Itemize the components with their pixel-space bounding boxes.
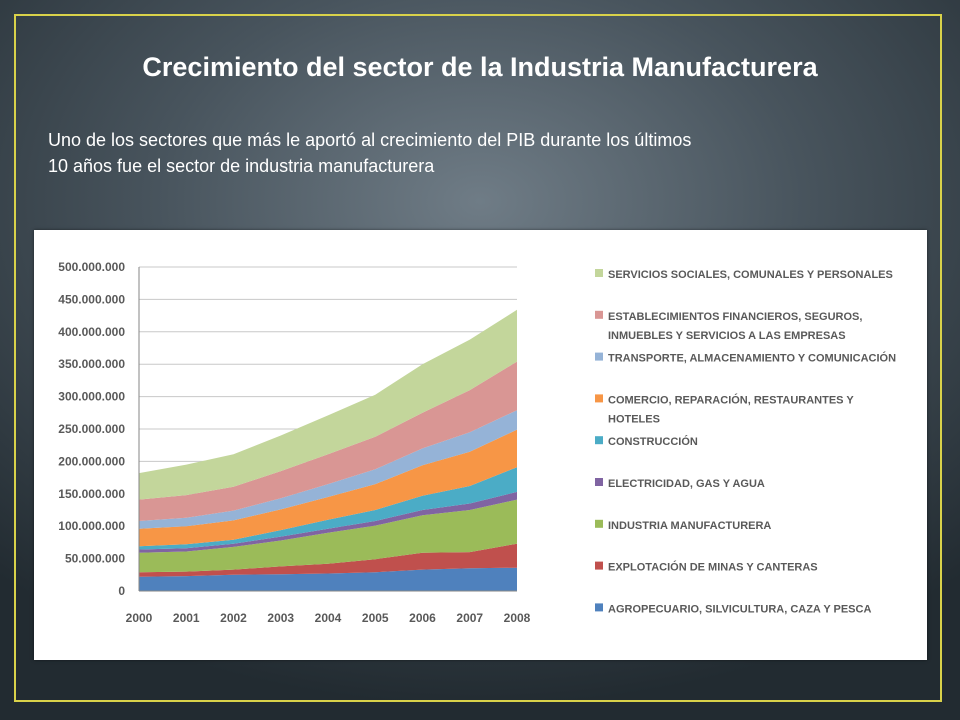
slide-subtitle: Uno de los sectores que más le aportó al… xyxy=(48,127,918,179)
x-tick-label-1: 2001 xyxy=(173,611,200,625)
y-tick-label-2: 100.000.000 xyxy=(58,519,125,533)
x-tick-label-0: 2000 xyxy=(126,611,153,625)
y-tick-label-1: 50.000.000 xyxy=(65,552,125,566)
legend-label-2: INDUSTRIA MANUFACTURERA xyxy=(608,520,771,532)
legend-swatch-0 xyxy=(595,603,603,612)
y-tick-label-3: 150.000.000 xyxy=(58,487,125,501)
legend-label-6: TRANSPORTE, ALMACENAMIENTO Y COMUNICACIÓ… xyxy=(608,352,896,365)
x-tick-label-7: 2007 xyxy=(456,611,483,625)
stacked-area-chart: 0 50.000.000 100.000.000 150.000.000 200.000… xyxy=(58,260,896,625)
chart-panel: 0 50.000.000 100.000.000 150.000.000 200.000… xyxy=(34,230,927,660)
slide-frame xyxy=(14,14,942,702)
x-tick-label-6: 2006 xyxy=(409,611,436,625)
legend-label-5: COMERCIO, REPARACIÓN, RESTAURANTES Y HOTE… xyxy=(608,393,854,425)
y-tick-label-10: 500.000.000 xyxy=(58,260,125,274)
subtitle-line-2: 10 años fue el sector de industria manuf… xyxy=(48,156,435,176)
area-series-1 xyxy=(139,543,517,577)
slide-title: Crecimiento del sector de la Industria M… xyxy=(142,52,818,82)
y-tick-label-9: 450.000.000 xyxy=(58,292,125,306)
legend-label-3: ELECTRICIDAD, GAS Y AGUA xyxy=(608,478,765,490)
y-tick-label-8: 400.000.000 xyxy=(58,325,125,339)
legend-label-1: EXPLOTACIÓN DE MINAS Y CANTERAS xyxy=(608,561,818,574)
legend-swatch-3 xyxy=(595,478,603,486)
y-tick-label-4: 200.000.000 xyxy=(58,454,125,468)
x-tick-label-4: 2004 xyxy=(315,611,342,625)
legend-swatch-4 xyxy=(595,436,603,445)
x-tick-label-8: 2008 xyxy=(504,611,531,625)
legend-swatch-8 xyxy=(595,269,603,277)
legend-swatch-6 xyxy=(595,352,603,361)
area-series-5 xyxy=(139,429,517,547)
y-tick-label-7: 350.000.000 xyxy=(58,357,125,371)
subtitle-line-1: Uno de los sectores que más le aportó al… xyxy=(48,130,692,150)
legend-label-4: CONSTRUCCIÓN xyxy=(608,435,698,448)
area-series-7 xyxy=(139,361,517,521)
y-tick-label-5: 250.000.000 xyxy=(58,422,125,436)
legend-swatch-1 xyxy=(595,561,603,570)
area-series-0 xyxy=(139,567,517,591)
area-series-8 xyxy=(139,309,517,500)
legend-swatch-2 xyxy=(595,519,603,528)
x-tick-label-3: 2003 xyxy=(267,611,294,625)
legend-label-0: AGROPECUARIO, SILVICULTURA, CAZA Y PESCA xyxy=(608,603,871,615)
x-tick-label-5: 2005 xyxy=(362,611,389,625)
y-tick-label-6: 300.000.000 xyxy=(58,390,125,404)
x-tick-label-2: 2002 xyxy=(220,611,247,625)
legend-swatch-5 xyxy=(595,394,603,403)
area-series-2 xyxy=(139,499,517,573)
legend-label-8: SERVICIOS SOCIALES, COMUNALES Y PERSONAL… xyxy=(608,269,893,281)
y-tick-label-0: 0 xyxy=(118,584,125,598)
legend-swatch-7 xyxy=(595,310,603,319)
legend-label-7: ESTABLECIMIENTOS FINANCIEROS, SEGUROS, IN… xyxy=(608,311,862,342)
